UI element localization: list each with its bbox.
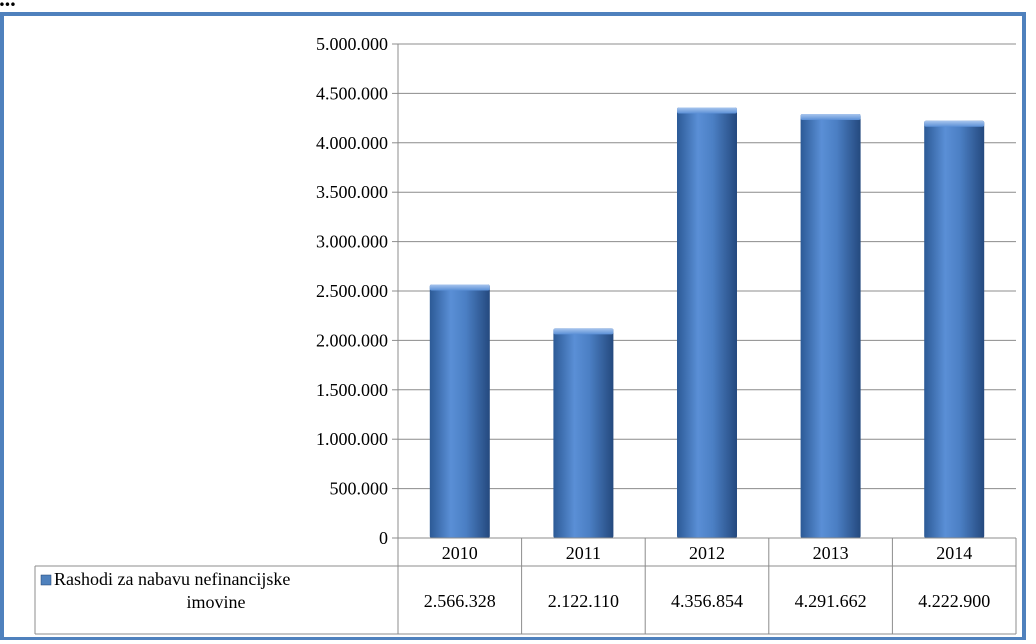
x-category-label: 2013 [813,543,849,563]
bar-body [429,284,490,538]
bar [429,284,490,538]
data-table-value: 4.356.854 [671,591,743,611]
x-category-label: 2014 [936,543,972,563]
legend-label-line2: imovine [187,592,246,612]
y-tick-label: 0 [379,528,388,548]
bar-cap [800,113,861,120]
bar-cap [553,328,614,335]
bar [677,107,737,539]
bar [924,120,985,539]
top-caption: ... [0,0,1036,12]
y-tick-label: 2.500.000 [316,281,388,301]
bar [800,113,861,538]
y-tick-label: 4.000.000 [316,133,388,153]
data-table-value: 2.122.110 [548,591,619,611]
bar-body [924,120,985,539]
bar-cap [924,120,985,127]
data-table-value: 2.566.328 [424,591,496,611]
y-tick-label: 1.000.000 [316,429,388,449]
bar-body [677,107,737,539]
y-tick-label: 2.000.000 [316,330,388,350]
bars [429,107,985,539]
bar-cap [677,107,737,114]
legend-label-line1: Rashodi za nabavu nefinancijske [54,569,290,589]
y-tick-label: 1.500.000 [316,380,388,400]
bar-body [553,328,614,538]
bar-cap [429,284,490,291]
y-tick-label: 500.000 [330,479,389,499]
y-tick-label: 4.500.000 [316,83,388,103]
y-tick-label: 3.500.000 [316,182,388,202]
x-category-label: 2012 [689,543,725,563]
y-tick-label: 5.000.000 [316,34,388,54]
legend-key [40,574,52,586]
y-axis-ticks: 0 500.000 1.000.000 1.500.000 2.000.000 2.500… [316,34,398,548]
data-table-value: 4.222.900 [918,591,990,611]
data-table-value: 4.291.662 [795,591,867,611]
bar [553,328,614,538]
x-category-label: 2010 [442,543,478,563]
bar-body [800,113,861,538]
y-tick-label: 3.000.000 [316,232,388,252]
data-table: 2010 2011 2012 2013 2014 2.566.328 2.122.110 4.… [34,537,1017,635]
x-category-label: 2011 [566,543,601,563]
